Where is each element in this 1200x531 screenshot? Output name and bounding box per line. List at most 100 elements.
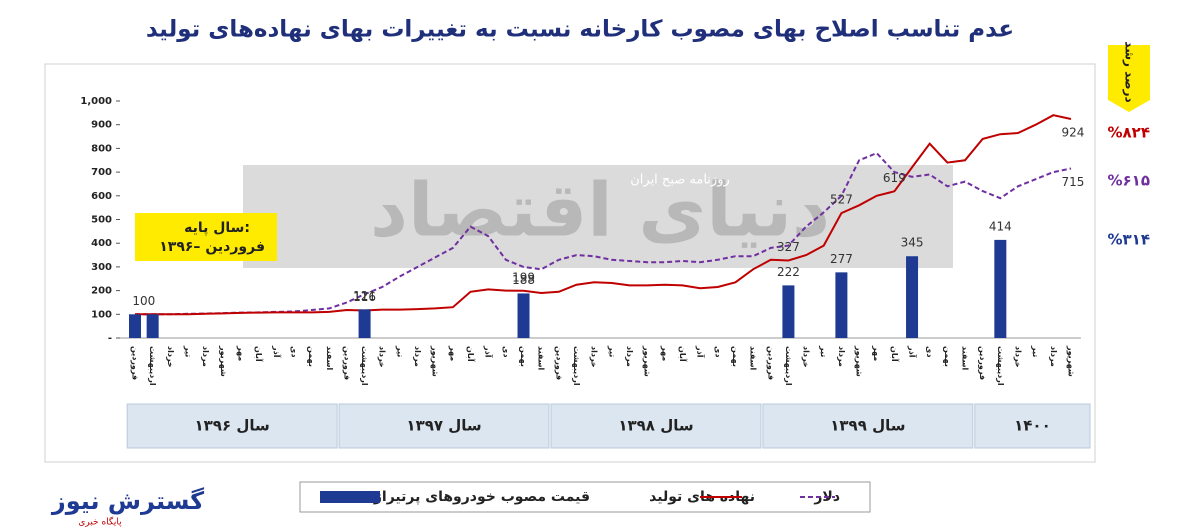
- x-tick-label: آبان: [890, 346, 900, 362]
- growth-label: %۳۱۴: [1108, 231, 1151, 249]
- y-tick-label: 400: [91, 238, 112, 249]
- bar: [782, 285, 795, 338]
- growth-label: %۸۲۴: [1108, 124, 1151, 142]
- x-tick-label: اردیبهشت: [148, 346, 157, 386]
- x-tick-label: شهریور: [431, 345, 440, 377]
- data-label: 121: [353, 289, 376, 303]
- year-label: سال ۱۳۹۸: [618, 417, 693, 435]
- chart-frame: [44, 63, 1096, 463]
- y-tick-label: 700: [91, 167, 112, 178]
- x-tick-label: دی: [713, 346, 722, 357]
- x-tick-label: بهمن: [731, 346, 740, 367]
- bar: [906, 256, 919, 338]
- x-tick-label: شهریور: [219, 345, 228, 377]
- year-label: سال ۱۳۹۷: [406, 417, 481, 435]
- y-tick-label: 200: [91, 286, 112, 297]
- year-band: [338, 403, 550, 449]
- x-tick-label: شهریور: [643, 345, 652, 377]
- year-label: سال ۱۳۹۶: [195, 417, 270, 435]
- data-label: 188: [512, 273, 535, 287]
- x-tick-label: آذر: [272, 345, 282, 358]
- x-tick-label: مهر: [872, 345, 881, 361]
- bar: [146, 314, 159, 338]
- y-tick-label: 100: [91, 309, 112, 320]
- x-tick-label: آبان: [254, 346, 264, 362]
- x-tick-label: فروردین: [978, 346, 987, 380]
- x-tick-label: دی: [501, 346, 510, 357]
- growth-box: [1108, 45, 1150, 112]
- data-label: 345: [901, 236, 924, 250]
- data-label: 277: [830, 252, 853, 266]
- legend-swatch: [320, 491, 380, 503]
- y-tick-label: 300: [91, 262, 112, 273]
- x-tick-label: خرداد: [166, 346, 175, 368]
- x-tick-label: اردیبهشت: [360, 346, 369, 386]
- bar: [517, 293, 530, 338]
- x-tick-label: تیر: [819, 345, 828, 357]
- x-tick-label: تیر: [183, 345, 192, 357]
- x-tick-label: اسفند: [961, 346, 970, 371]
- x-tick-label: بهمن: [307, 346, 316, 367]
- x-tick-label: خرداد: [802, 346, 811, 368]
- y-tick-label: -: [108, 333, 112, 344]
- x-tick-label: آبان: [678, 346, 688, 362]
- x-tick-label: بهمن: [943, 346, 952, 367]
- legend: [299, 481, 871, 513]
- watermark-sub: روزنامه صبح ایران: [630, 173, 730, 188]
- data-label: 619: [883, 171, 906, 185]
- year-band: [974, 403, 1091, 449]
- x-tick-label: اردیبهشت: [784, 346, 793, 386]
- x-tick-label: مرداد: [201, 346, 210, 367]
- x-tick-label: آبان: [466, 346, 476, 362]
- y-tick-label: 900: [91, 120, 112, 131]
- x-tick-label: فروردین: [131, 346, 140, 380]
- x-tick-label: اردیبهشت: [572, 346, 581, 386]
- y-tick-label: 1,000: [80, 96, 112, 107]
- data-label: 327: [777, 240, 800, 254]
- bar: [835, 272, 848, 338]
- data-label: 924: [1062, 126, 1085, 140]
- data-label: 222: [777, 265, 800, 279]
- x-tick-label: اسفند: [749, 346, 758, 371]
- data-label: 100: [132, 294, 155, 308]
- x-tick-label: خرداد: [378, 346, 387, 368]
- year-band: [126, 403, 338, 449]
- x-tick-label: مرداد: [625, 346, 634, 367]
- source-logo: گسترش نیوز: [51, 487, 204, 515]
- x-tick-label: دی: [925, 346, 934, 357]
- growth-label: %۶۱۵: [1108, 172, 1151, 190]
- year-band: [550, 403, 762, 449]
- x-tick-label: فروردین: [554, 346, 563, 380]
- x-tick-label: مرداد: [413, 346, 422, 367]
- data-label: 199: [512, 270, 535, 284]
- data-label: 116: [353, 290, 376, 304]
- x-tick-label: اسفند: [325, 346, 334, 371]
- bar: [994, 239, 1007, 338]
- x-tick-label: آذر: [696, 345, 706, 358]
- x-tick-label: آذر: [484, 345, 494, 358]
- x-tick-label: خرداد: [1014, 346, 1023, 368]
- x-tick-label: تیر: [607, 345, 616, 357]
- x-tick-label: آذر: [908, 345, 918, 358]
- bar: [358, 309, 371, 338]
- data-label: 414: [989, 219, 1012, 233]
- y-tick-label: 600: [91, 191, 112, 202]
- x-tick-label: تیر: [1031, 345, 1040, 357]
- legend-label: قیمت مصوب خودروهای پرتیراژ: [373, 489, 590, 505]
- base-box: [135, 213, 277, 261]
- year-label: سال ۱۳۹۹: [830, 417, 905, 435]
- x-tick-label: اردیبهشت: [996, 346, 1005, 386]
- x-tick-label: مهر: [448, 345, 457, 361]
- watermark: دنیای اقتصاد: [370, 168, 830, 254]
- data-label: 715: [1062, 175, 1085, 189]
- x-tick-label: مرداد: [837, 346, 846, 367]
- x-tick-label: مهر: [236, 345, 245, 361]
- x-tick-label: خرداد: [590, 346, 599, 368]
- watermark-band: [243, 165, 953, 268]
- source-sub: پایگاه خبری: [78, 516, 122, 528]
- y-tick-label: 800: [91, 143, 112, 154]
- x-tick-label: تیر: [395, 345, 404, 357]
- chart-title: عدم تناسب اصلاح بهای مصوب کارخانه نسبت ب…: [146, 17, 1014, 43]
- year-band: [762, 403, 974, 449]
